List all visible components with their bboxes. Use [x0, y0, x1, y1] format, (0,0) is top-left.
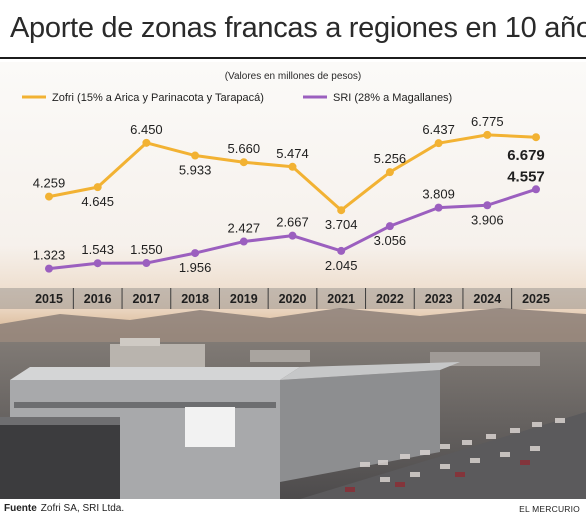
source-label: Fuente	[4, 503, 37, 514]
data-label: 4.557	[507, 168, 545, 185]
data-point	[191, 151, 200, 160]
data-label: 3.704	[325, 217, 358, 232]
data-label: 2.427	[228, 221, 261, 236]
line-chart: (Valores en millones de pesos) Zofri (15…	[0, 71, 586, 309]
data-point	[532, 133, 540, 142]
x-tick-label: 2015	[35, 292, 63, 306]
data-label: 6.775	[471, 114, 504, 129]
data-point	[434, 139, 443, 148]
series-layer	[45, 130, 540, 273]
data-point	[45, 192, 53, 201]
x-tick-label: 2024	[473, 292, 501, 306]
data-point	[337, 246, 346, 255]
x-axis: 2015 2016 2017 2018 2019 2020 2021 2022 2023 2024…	[0, 288, 586, 309]
data-label: 1.550	[130, 242, 163, 257]
x-tick-label: 2021	[327, 292, 355, 306]
data-point	[288, 162, 297, 171]
data-point	[385, 222, 394, 231]
data-label: 4.645	[81, 194, 114, 209]
data-point	[142, 259, 151, 268]
data-label: 3.056	[374, 233, 407, 248]
data-label: 4.259	[33, 176, 66, 191]
data-point	[532, 185, 540, 194]
legend-label-0: Zofri (15% a Arica y Parinacota y Tarapa…	[52, 92, 264, 104]
data-point	[191, 249, 200, 258]
data-point	[288, 231, 297, 240]
data-label: 2.045	[325, 258, 358, 273]
x-tick-label: 2023	[425, 292, 453, 306]
data-label: 2.667	[276, 215, 309, 230]
x-tick-label: 2022	[376, 292, 404, 306]
chart-subtitle: (Valores en millones de pesos)	[225, 71, 362, 82]
data-point	[385, 168, 394, 177]
legend: Zofri (15% a Arica y Parinacota y Tarapa…	[22, 92, 452, 104]
data-label: 6.679	[507, 147, 545, 164]
x-tick-label: 2019	[230, 292, 258, 306]
data-label: 3.906	[471, 212, 504, 227]
data-label: 5.474	[276, 146, 309, 161]
chart-title: Aporte de zonas francas a regiones en 10…	[10, 12, 586, 44]
data-label: 5.933	[179, 163, 212, 178]
data-label: 6.450	[130, 122, 163, 137]
publisher-credit: EL MERCURIO	[519, 504, 580, 514]
x-axis-band	[0, 288, 586, 309]
data-label: 1.956	[179, 260, 212, 275]
data-label: 1.323	[33, 248, 66, 263]
data-label: 5.660	[228, 141, 261, 156]
data-point	[93, 259, 102, 268]
data-label: 1.543	[81, 242, 114, 257]
source-text: Zofri SA, SRI Ltda.	[40, 503, 125, 514]
data-point	[434, 203, 443, 212]
x-tick-label: 2020	[279, 292, 307, 306]
data-label-layer: 4.259 4.645 6.450 5.933 5.660 5.474 3.704 5.256…	[33, 114, 545, 275]
data-point	[142, 138, 151, 147]
title-rule	[0, 57, 586, 59]
data-label: 5.256	[374, 151, 407, 166]
legend-label-1: SRI (28% a Magallanes)	[333, 92, 452, 104]
data-point	[239, 158, 248, 167]
x-tick-label: 2016	[84, 292, 112, 306]
x-tick-label: 2025	[522, 292, 550, 306]
data-point	[239, 237, 248, 246]
data-point	[45, 264, 53, 273]
data-point	[483, 130, 492, 139]
data-point	[93, 183, 102, 192]
x-tick-label: 2018	[181, 292, 209, 306]
x-tick-label: 2017	[132, 292, 160, 306]
source-note: Fuente Zofri SA, SRI Ltda.	[4, 503, 124, 514]
data-point	[483, 201, 492, 210]
data-label: 3.809	[422, 187, 455, 202]
data-point	[337, 206, 346, 215]
data-label: 6.437	[422, 122, 455, 137]
